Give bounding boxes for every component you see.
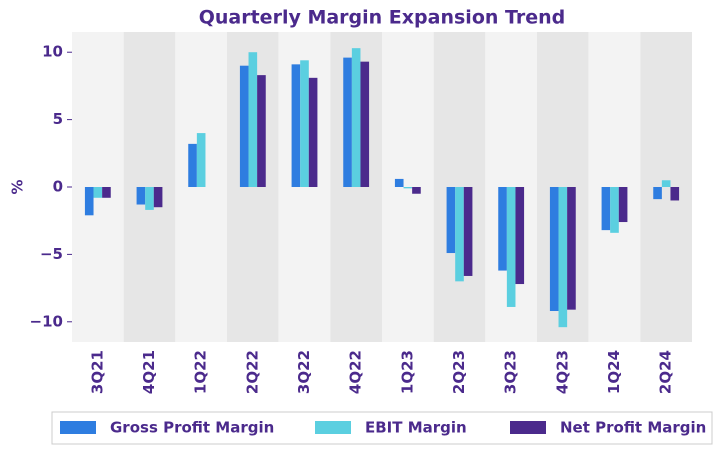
y-axis-label: % bbox=[9, 179, 27, 194]
legend-box bbox=[51, 411, 713, 445]
bar bbox=[257, 75, 266, 187]
bar bbox=[463, 187, 473, 276]
bar bbox=[93, 187, 103, 198]
x-tick-label: 4Q21 bbox=[140, 350, 158, 394]
bar bbox=[567, 187, 576, 310]
bar bbox=[351, 48, 361, 187]
x-tick-label: 2Q23 bbox=[450, 350, 468, 394]
bar bbox=[300, 60, 309, 187]
legend-swatch bbox=[510, 421, 546, 434]
bar bbox=[506, 187, 516, 307]
x-tick-label: 3Q21 bbox=[88, 350, 106, 394]
y-tick-label: 10 bbox=[42, 43, 63, 61]
bar bbox=[153, 187, 163, 208]
bar bbox=[498, 187, 507, 271]
legend-swatch bbox=[60, 421, 96, 434]
bar bbox=[84, 187, 94, 216]
bar bbox=[196, 133, 206, 187]
legend-label: EBIT Margin bbox=[365, 419, 467, 437]
bar bbox=[610, 187, 619, 233]
bar bbox=[239, 65, 249, 187]
bar bbox=[446, 187, 456, 254]
x-tick-label: 1Q24 bbox=[605, 350, 623, 394]
bar bbox=[549, 187, 559, 311]
x-tick-label: 4Q23 bbox=[553, 350, 571, 394]
bar bbox=[102, 187, 111, 198]
bar bbox=[248, 52, 258, 187]
bar bbox=[661, 180, 671, 187]
bar bbox=[291, 64, 301, 187]
plot-background bbox=[72, 32, 692, 342]
bar bbox=[412, 187, 421, 194]
bar bbox=[136, 187, 146, 205]
y-tick-label: −5 bbox=[40, 245, 63, 263]
x-tick-label: 3Q23 bbox=[502, 350, 520, 394]
y-tick-label: 5 bbox=[53, 110, 63, 128]
x-tick-label: 2Q24 bbox=[657, 350, 675, 394]
legend-label: Gross Profit Margin bbox=[110, 419, 274, 437]
bar bbox=[558, 187, 568, 328]
chart-title: Quarterly Margin Expansion Trend bbox=[199, 7, 566, 29]
legend-swatch bbox=[315, 421, 351, 434]
bar bbox=[308, 77, 318, 187]
bar bbox=[515, 187, 525, 285]
x-tick-label: 4Q22 bbox=[347, 350, 365, 394]
legend-label: Net Profit Margin bbox=[560, 419, 706, 437]
bar bbox=[670, 187, 680, 201]
bar bbox=[145, 187, 154, 210]
y-tick-label: −10 bbox=[30, 312, 63, 330]
bar bbox=[653, 187, 662, 200]
bar bbox=[394, 178, 404, 187]
bar bbox=[188, 143, 197, 187]
x-tick-label: 1Q23 bbox=[398, 350, 416, 394]
bar bbox=[601, 187, 611, 231]
bar bbox=[343, 57, 352, 187]
bar bbox=[618, 187, 628, 223]
bar bbox=[403, 187, 413, 189]
x-tick-label: 3Q22 bbox=[295, 350, 313, 394]
bar bbox=[360, 61, 370, 187]
y-tick-label: 0 bbox=[53, 178, 63, 196]
bar bbox=[455, 187, 464, 282]
x-tick-label: 1Q22 bbox=[192, 350, 210, 394]
x-tick-label: 2Q22 bbox=[243, 350, 261, 394]
